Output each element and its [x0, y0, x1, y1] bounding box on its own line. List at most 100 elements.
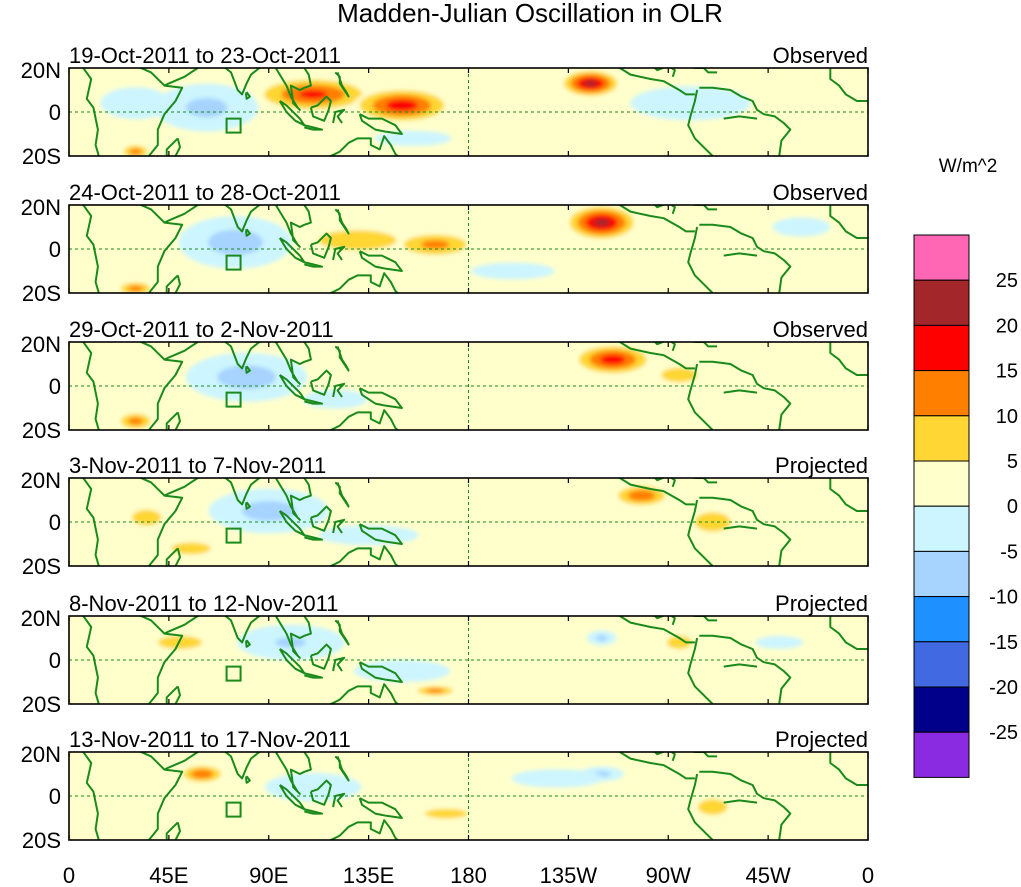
coastline — [82, 616, 100, 704]
coastline — [691, 68, 718, 74]
coastline — [687, 499, 714, 566]
olr-anomaly-contour — [372, 664, 432, 678]
coastline — [138, 205, 184, 293]
olr-anomaly-contour — [171, 542, 211, 555]
olr-anomaly-contour — [392, 134, 434, 143]
coastline — [699, 360, 792, 430]
reference-box — [225, 117, 242, 134]
coastline — [328, 409, 399, 430]
coastline — [723, 663, 758, 668]
latitude-label: 0 — [49, 374, 61, 399]
coastline — [358, 523, 403, 545]
panel-status-label: Projected — [775, 453, 868, 478]
coastline — [309, 643, 332, 670]
coastline — [165, 137, 181, 156]
coastline — [723, 252, 758, 257]
coastline — [304, 261, 323, 268]
coastline — [691, 752, 718, 758]
coastline — [245, 91, 251, 100]
coastline — [723, 799, 758, 804]
coastline — [617, 616, 695, 644]
coastlines — [82, 342, 868, 430]
coastline — [829, 68, 868, 102]
olr-anomaly-contour — [648, 91, 733, 116]
coastlines — [82, 68, 868, 156]
olr-anomaly-contour — [697, 799, 728, 815]
coastline — [699, 86, 792, 156]
coastline — [223, 478, 261, 506]
longitude-tick-label: 45W — [746, 863, 791, 887]
coastline — [165, 411, 181, 430]
coastline — [304, 808, 323, 815]
coastline — [165, 821, 181, 840]
colorbar-swatch — [913, 596, 970, 643]
panel-status-label: Observed — [773, 317, 868, 342]
coastline — [332, 518, 346, 534]
panel-status-label: Observed — [773, 180, 868, 205]
olr-anomaly-contour — [783, 221, 820, 233]
panel-status-label: Projected — [775, 727, 868, 752]
olr-anomaly-contour — [661, 367, 698, 383]
colorbar-swatch — [913, 505, 970, 552]
colorbar-swatch — [913, 641, 970, 688]
coastline — [138, 342, 184, 430]
olr-anomaly-contour — [157, 635, 203, 650]
coastline — [829, 205, 868, 239]
latitude-label: 0 — [49, 510, 61, 535]
coastline — [617, 205, 695, 233]
olr-anomaly-contour — [208, 229, 263, 256]
coastline — [829, 342, 868, 376]
latitude-label: 20S — [22, 418, 61, 443]
map-panel: 20N 0 20S 3-Nov-2011 to 7-Nov-2011 Projected — [21, 453, 869, 579]
coastline — [332, 108, 346, 124]
coastline — [328, 819, 399, 840]
olr-anomaly-contour — [666, 635, 692, 650]
coastline — [687, 89, 714, 156]
map-panel: 20N 0 20S 19-Oct-2011 to 23-Oct-2011 Observe… — [21, 43, 869, 169]
coastline — [653, 616, 676, 626]
coastline — [332, 792, 346, 808]
colorbar-legend: W/m^2 25 20 15 10 5 0 -5 -10 -15 -20 -25 — [913, 156, 1018, 778]
coastline — [309, 369, 332, 396]
olr-anomaly-contour — [185, 98, 228, 118]
coastline — [274, 342, 312, 385]
figure-title: Madden-Julian Oscillation in OLR — [337, 0, 723, 28]
latitude-label: 20S — [22, 828, 61, 853]
panel-period-label: 19-Oct-2011 to 23-Oct-2011 — [69, 43, 341, 68]
latitude-label: 20S — [22, 554, 61, 579]
olr-anomaly-contour — [129, 148, 142, 155]
olr-anomaly-contour — [299, 90, 328, 99]
colorbar-swatch — [913, 731, 970, 778]
longitude-axis: 0 45E 90E 135E 180 135W 90W 45W 0 — [63, 863, 874, 887]
coastline — [274, 752, 312, 795]
colorbar-level-label: 10 — [996, 406, 1018, 428]
panel-period-label: 8-Nov-2011 to 12-Nov-2011 — [69, 591, 338, 616]
coastline — [138, 752, 184, 840]
coastline — [617, 478, 695, 506]
colorbar-swatch — [913, 550, 970, 598]
coastline — [691, 342, 718, 348]
colorbar-level-label: -5 — [1000, 541, 1018, 563]
coastline — [691, 478, 718, 484]
coastline — [274, 478, 312, 521]
coastline — [358, 797, 403, 819]
coastline — [723, 389, 758, 394]
olr-anomaly-contour — [595, 635, 608, 641]
colorbar-swatch — [913, 370, 970, 417]
coastline — [163, 342, 199, 361]
coastline — [309, 779, 332, 806]
coastline — [82, 205, 100, 293]
longitude-tick-label: 90E — [249, 863, 288, 887]
latitude-label: 20S — [22, 692, 61, 717]
olr-anomaly-contour — [426, 688, 445, 693]
olr-anomaly-contour — [764, 638, 795, 647]
coastline — [332, 245, 346, 261]
colorbar-swatch — [913, 686, 970, 733]
coastline — [245, 365, 251, 374]
coastline — [334, 755, 350, 782]
coastline — [653, 205, 676, 215]
coastline — [223, 342, 261, 370]
coastline — [304, 398, 323, 405]
coastline — [223, 205, 261, 233]
